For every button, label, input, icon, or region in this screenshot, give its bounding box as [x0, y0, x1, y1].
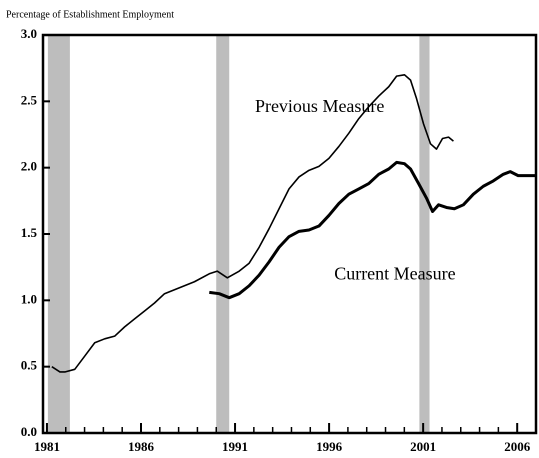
y-tick-label: 1.5	[21, 225, 38, 240]
y-tick-label: 0.0	[21, 424, 37, 439]
x-tick-label: 1981	[34, 439, 60, 454]
x-tick-label: 1991	[222, 439, 248, 454]
recession-band	[216, 35, 230, 433]
y-tick-label: 3.0	[21, 26, 37, 41]
y-tick-label: 1.0	[21, 291, 37, 306]
x-tick-label: 1996	[316, 439, 343, 454]
x-tick-label: 1986	[128, 439, 155, 454]
annotation: Previous Measure	[255, 96, 384, 116]
annotation: Current Measure	[334, 263, 455, 283]
y-tick-label: 2.0	[21, 159, 37, 174]
x-tick-label: 2006	[504, 439, 531, 454]
series-line	[209, 160, 536, 300]
recession-band	[419, 35, 430, 433]
x-tick-label: 2001	[410, 439, 436, 454]
y-tick-label: 2.5	[21, 92, 38, 107]
y-tick-label: 0.5	[21, 358, 38, 373]
recession-band	[47, 35, 70, 433]
plot-frame	[41, 33, 538, 435]
series-line	[51, 74, 454, 373]
chart-title: Percentage of Establishment Employment	[6, 9, 174, 20]
